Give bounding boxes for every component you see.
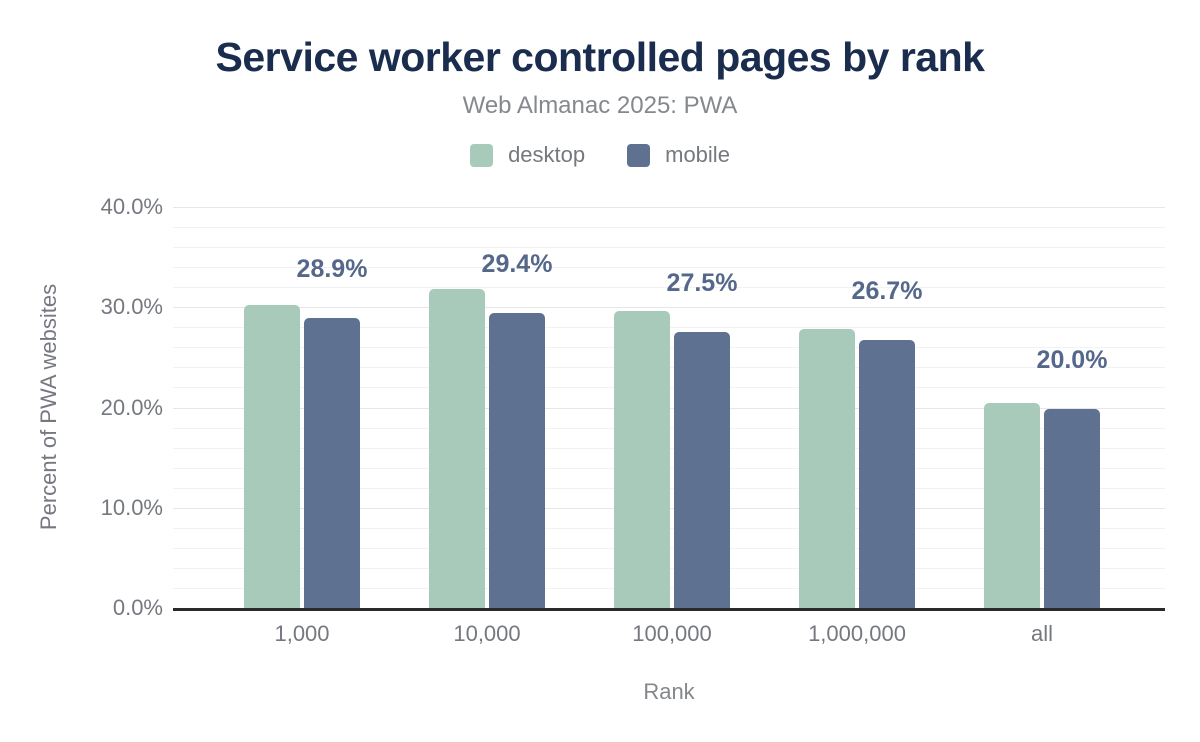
- y-axis-title: Percent of PWA websites: [36, 283, 61, 531]
- bar-desktop-100000[interactable]: [614, 311, 670, 608]
- legend-item-mobile[interactable]: mobile: [627, 142, 730, 168]
- gridline-minor: [173, 287, 1165, 289]
- bar-mobile-1000[interactable]: [304, 318, 360, 608]
- x-axis-line: [173, 608, 1165, 611]
- y-tick-label: 40.0%: [100, 194, 163, 219]
- bar-mobile-all[interactable]: [1044, 408, 1100, 608]
- data-label: 26.7%: [851, 277, 923, 306]
- gridline-minor: [173, 267, 1165, 269]
- legend: desktop mobile: [0, 142, 1200, 168]
- data-label: 27.5%: [666, 269, 738, 298]
- bar-desktop-1000000[interactable]: [799, 329, 855, 608]
- x-tick-label: 10,000: [453, 621, 521, 646]
- legend-label-desktop: desktop: [508, 142, 586, 167]
- legend-label-mobile: mobile: [665, 142, 730, 167]
- legend-swatch-mobile-icon: [627, 143, 651, 167]
- data-label: 29.4%: [481, 250, 553, 279]
- bar-desktop-all[interactable]: [984, 403, 1040, 608]
- x-tick-label: 100,000: [632, 621, 712, 646]
- bar-mobile-100000[interactable]: [674, 332, 730, 608]
- y-tick-label: 0.0%: [112, 595, 163, 620]
- x-axis-title: Rank: [643, 679, 695, 704]
- data-label: 28.9%: [296, 255, 368, 284]
- gridline-major: [173, 307, 1165, 309]
- bar-desktop-1000[interactable]: [244, 305, 300, 608]
- y-tick-label: 30.0%: [100, 294, 163, 320]
- data-label: 20.0%: [1036, 345, 1108, 374]
- x-tick-label: 1,000,000: [808, 621, 906, 646]
- bar-mobile-1000000[interactable]: [859, 340, 915, 608]
- gridline-minor: [173, 227, 1165, 229]
- gridline-minor: [173, 247, 1165, 249]
- y-tick-label: 10.0%: [100, 494, 163, 520]
- chart-subtitle: Web Almanac 2025: PWA: [462, 92, 738, 119]
- x-tick-label: 1,000: [274, 621, 330, 646]
- legend-swatch-desktop-icon: [470, 143, 494, 167]
- legend-item-desktop[interactable]: desktop: [470, 142, 585, 168]
- chart-title: Service worker controlled pages by rank: [215, 34, 985, 80]
- bar-mobile-10000[interactable]: [489, 313, 545, 608]
- x-tick-label: all: [1030, 621, 1054, 646]
- gridline-major: [173, 207, 1165, 208]
- y-tick-label: 20.0%: [100, 394, 163, 420]
- bar-desktop-10000[interactable]: [429, 289, 485, 608]
